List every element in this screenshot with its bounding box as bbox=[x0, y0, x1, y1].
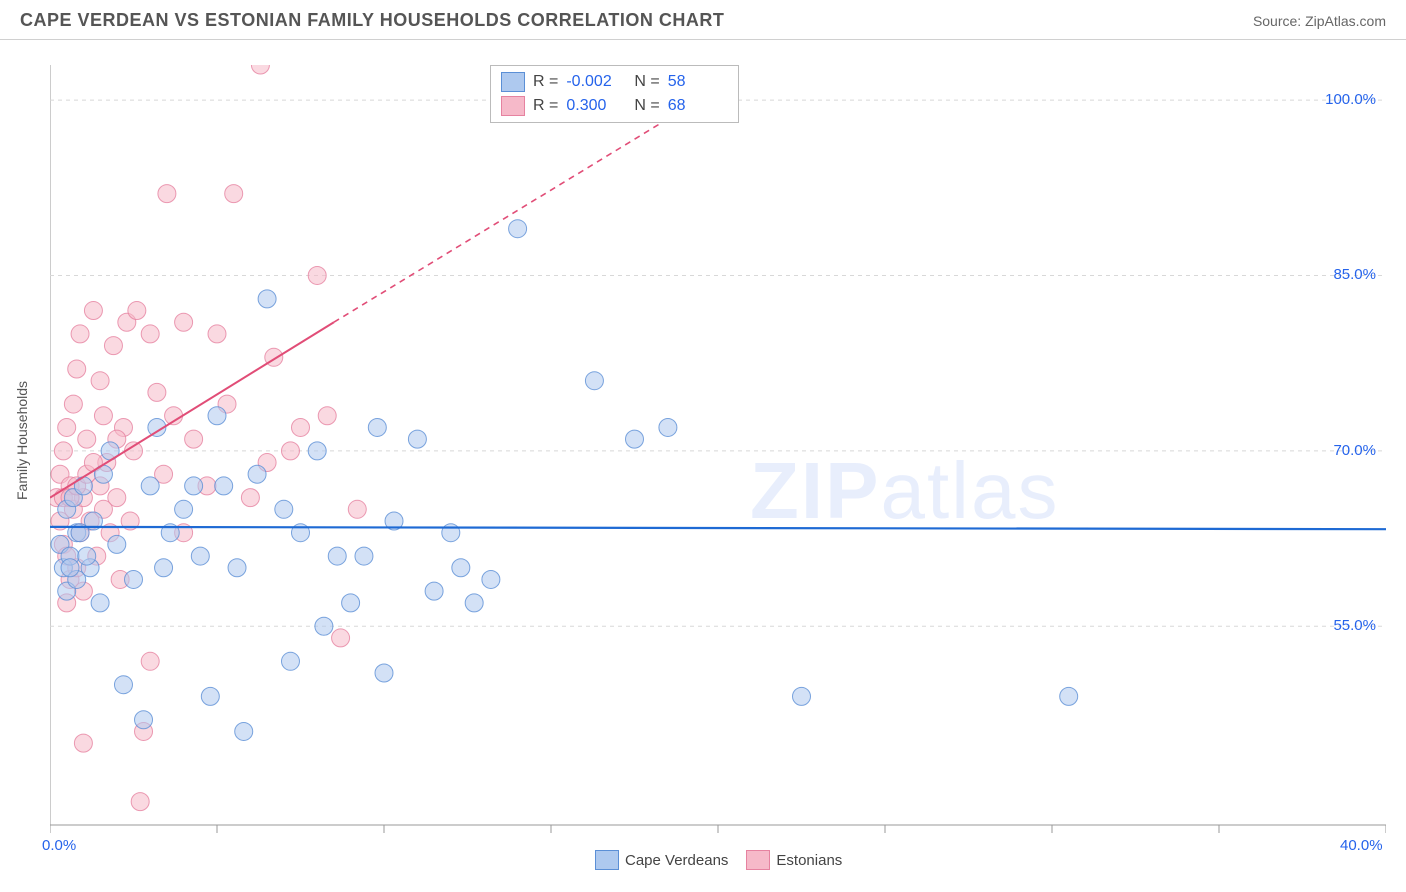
legend-stats-row: R = -0.002 N = 58 bbox=[501, 70, 728, 94]
legend-r-value: -0.002 bbox=[566, 73, 626, 91]
y-tick-label: 55.0% bbox=[1333, 617, 1376, 634]
legend-n-label: N = bbox=[634, 73, 659, 91]
chart-title: CAPE VERDEAN VS ESTONIAN FAMILY HOUSEHOL… bbox=[20, 10, 724, 31]
scatter-plot bbox=[50, 65, 1386, 865]
legend-swatch bbox=[501, 72, 525, 92]
legend-stats: R = -0.002 N = 58 R = 0.300 N = 68 bbox=[490, 65, 739, 123]
legend-series-label: Estonians bbox=[776, 852, 842, 869]
y-tick-label: 70.0% bbox=[1333, 442, 1376, 459]
legend-swatch bbox=[595, 850, 619, 870]
legend-series-item: Estonians bbox=[746, 850, 842, 870]
legend-r-value: 0.300 bbox=[566, 97, 626, 115]
legend-series-item: Cape Verdeans bbox=[595, 850, 728, 870]
x-tick-label: 40.0% bbox=[1340, 837, 1383, 854]
legend-swatch bbox=[501, 96, 525, 116]
source-name: ZipAtlas.com bbox=[1305, 13, 1386, 29]
legend-stats-row: R = 0.300 N = 68 bbox=[501, 94, 728, 118]
legend-r-label: R = bbox=[533, 97, 558, 115]
legend-n-value: 68 bbox=[668, 97, 728, 115]
y-axis-label: Family Households bbox=[14, 381, 30, 500]
header: CAPE VERDEAN VS ESTONIAN FAMILY HOUSEHOL… bbox=[0, 0, 1406, 40]
source: Source: ZipAtlas.com bbox=[1253, 13, 1386, 29]
legend-n-label: N = bbox=[634, 97, 659, 115]
legend-swatch bbox=[746, 850, 770, 870]
x-tick-label: 0.0% bbox=[42, 837, 76, 854]
chart-area: ZIPatlas R =-0.002N =58R =0.300N =68 Cap… bbox=[50, 50, 1386, 840]
legend-series: Cape Verdeans Estonians bbox=[595, 850, 842, 870]
legend-r-label: R = bbox=[533, 73, 558, 91]
legend-series-label: Cape Verdeans bbox=[625, 852, 728, 869]
source-prefix: Source: bbox=[1253, 13, 1305, 29]
y-tick-label: 100.0% bbox=[1325, 91, 1376, 108]
legend-n-value: 58 bbox=[668, 73, 728, 91]
y-tick-label: 85.0% bbox=[1333, 266, 1376, 283]
